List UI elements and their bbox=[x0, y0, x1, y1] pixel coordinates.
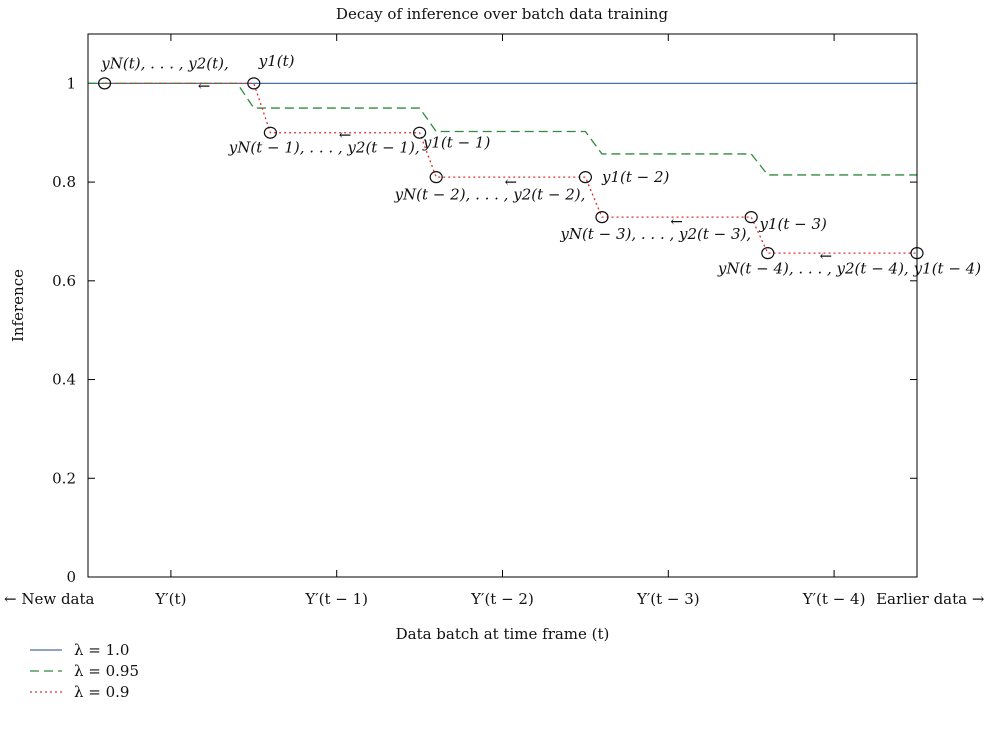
chart-title: Decay of inference over batch data train… bbox=[336, 5, 669, 23]
point-annotation: yN(t − 1), . . . , y2(t − 1), bbox=[228, 138, 420, 156]
point-annotation: ← bbox=[198, 77, 211, 95]
data-point-marker bbox=[429, 171, 443, 184]
point-annotation: ← bbox=[339, 126, 352, 144]
point-annotation: yN(t − 4), . . . , y2(t − 4), bbox=[717, 259, 909, 277]
y-tick-label: 0 bbox=[66, 568, 76, 586]
x-axis-ticks: Y′(t) Y′(t − 1) Y′(t − 2) Y′(t − 3) Y′(t − 4… bbox=[154, 34, 865, 608]
y-axis-label: Inference bbox=[9, 269, 27, 342]
data-point-marker bbox=[744, 211, 758, 224]
y-tick-label: 0.2 bbox=[52, 469, 76, 487]
data-point-marker bbox=[761, 247, 775, 260]
legend: λ = 1.0 λ = 0.95 λ = 0.9 bbox=[30, 641, 139, 701]
y-tick-label: 0.4 bbox=[52, 371, 76, 389]
y-axis-ticks: 0 0.2 0.4 0.6 0.8 1 bbox=[52, 74, 917, 586]
x-tick-label: Y′(t − 1) bbox=[304, 590, 368, 608]
y-tick-label: 0.6 bbox=[52, 272, 76, 290]
data-point-marker bbox=[595, 211, 609, 224]
point-annotation: yN(t − 2), . . . , y2(t − 2), bbox=[394, 185, 586, 203]
point-annotation: y1(t − 4) bbox=[913, 259, 982, 277]
data-point-marker bbox=[97, 77, 112, 90]
point-annotation: yN(t − 3), . . . , y2(t − 3), bbox=[559, 225, 751, 243]
y-tick-label: 0.8 bbox=[52, 173, 76, 191]
series-line-2 bbox=[88, 82, 917, 176]
x-tick-label: Y′(t − 2) bbox=[470, 590, 534, 608]
x-axis-label: Data batch at time frame (t) bbox=[396, 625, 610, 643]
point-annotation: y1(t) bbox=[258, 52, 295, 70]
x-tick-label: Y′(t − 4) bbox=[802, 590, 866, 608]
y-tick-label: 1 bbox=[66, 74, 76, 92]
annotation-layer: yN(t), . . . , y2(t), y1(t)←yN(t − 1), . … bbox=[100, 52, 981, 277]
point-annotation: y1(t − 1) bbox=[422, 134, 491, 152]
data-point-marker bbox=[247, 77, 261, 90]
data-point-marker bbox=[578, 171, 593, 184]
point-annotation: y1(t − 2) bbox=[601, 168, 670, 186]
legend-label-3: λ = 0.9 bbox=[74, 683, 129, 701]
legend-label-2: λ = 0.95 bbox=[74, 662, 139, 680]
point-annotation: ← bbox=[670, 213, 683, 231]
x-tick-label: Y′(t) bbox=[154, 590, 186, 608]
series-line-3 bbox=[104, 82, 917, 254]
x-axis-left-end-label: ← New data bbox=[4, 590, 95, 608]
x-tick-label: Y′(t − 3) bbox=[636, 590, 700, 608]
point-annotation: y1(t − 3) bbox=[758, 215, 827, 233]
x-axis-right-end-label: Earlier data → bbox=[876, 590, 985, 608]
point-annotation: ← bbox=[820, 247, 833, 265]
data-point-marker bbox=[263, 126, 277, 139]
data-point-marker bbox=[413, 126, 427, 139]
marker-layer bbox=[97, 77, 924, 260]
point-annotation: yN(t), . . . , y2(t), bbox=[100, 55, 229, 73]
plot-frame bbox=[87, 33, 918, 578]
series-layer bbox=[88, 82, 917, 254]
legend-label-1: λ = 1.0 bbox=[74, 641, 129, 659]
point-annotation: ← bbox=[505, 173, 518, 191]
